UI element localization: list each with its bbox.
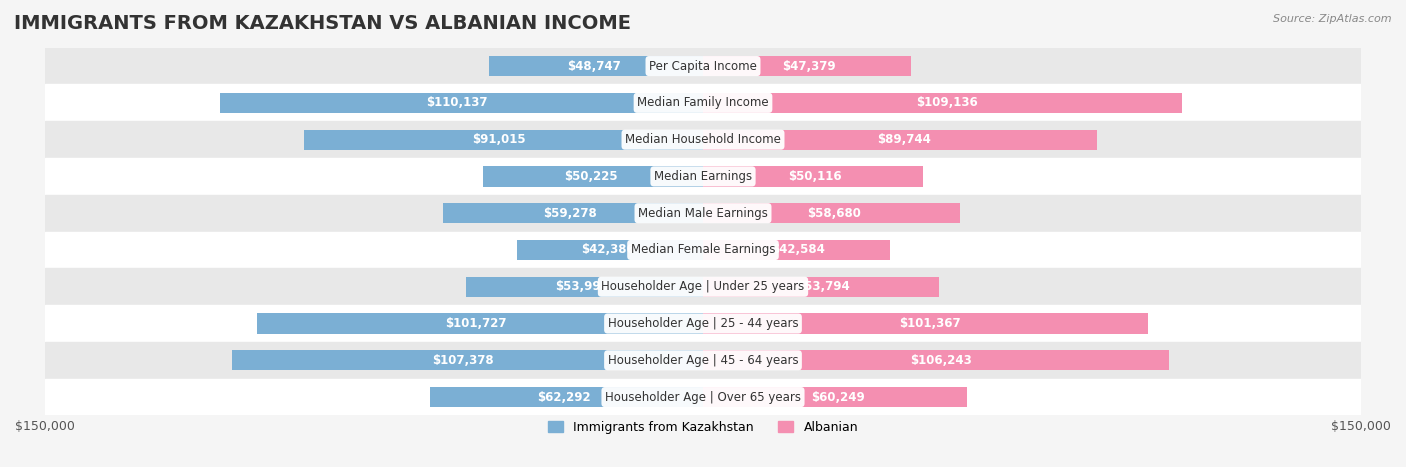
Text: $42,584: $42,584 xyxy=(772,243,825,256)
Bar xyxy=(703,313,1147,333)
Bar xyxy=(443,203,703,223)
Text: $101,367: $101,367 xyxy=(898,317,960,330)
Text: $53,990: $53,990 xyxy=(555,280,609,293)
Text: Householder Age | 45 - 64 years: Householder Age | 45 - 64 years xyxy=(607,354,799,367)
Text: $50,116: $50,116 xyxy=(789,170,842,183)
Bar xyxy=(703,276,939,297)
Bar xyxy=(45,85,1361,121)
Text: Median Female Earnings: Median Female Earnings xyxy=(631,243,775,256)
Bar xyxy=(703,203,960,223)
Text: $58,680: $58,680 xyxy=(807,207,862,219)
Text: Householder Age | 25 - 44 years: Householder Age | 25 - 44 years xyxy=(607,317,799,330)
Bar xyxy=(430,387,703,407)
Text: $107,378: $107,378 xyxy=(432,354,494,367)
Bar xyxy=(703,93,1182,113)
Bar xyxy=(45,121,1361,158)
Bar xyxy=(45,232,1361,269)
Text: $48,747: $48,747 xyxy=(567,60,621,72)
Text: Householder Age | Under 25 years: Householder Age | Under 25 years xyxy=(602,280,804,293)
Text: Householder Age | Over 65 years: Householder Age | Over 65 years xyxy=(605,390,801,403)
Bar xyxy=(45,305,1361,342)
Bar xyxy=(703,387,967,407)
Text: $50,225: $50,225 xyxy=(564,170,617,183)
Bar xyxy=(703,166,922,186)
Text: $101,727: $101,727 xyxy=(444,317,506,330)
Text: $89,744: $89,744 xyxy=(877,133,931,146)
Bar xyxy=(45,379,1361,416)
Text: Median Earnings: Median Earnings xyxy=(654,170,752,183)
Text: $47,379: $47,379 xyxy=(782,60,835,72)
Text: $91,015: $91,015 xyxy=(472,133,526,146)
Text: Median Household Income: Median Household Income xyxy=(626,133,780,146)
Text: Source: ZipAtlas.com: Source: ZipAtlas.com xyxy=(1274,14,1392,24)
Bar xyxy=(219,93,703,113)
Text: Median Family Income: Median Family Income xyxy=(637,96,769,109)
Bar xyxy=(304,129,703,150)
Bar xyxy=(467,276,703,297)
Text: Per Capita Income: Per Capita Income xyxy=(650,60,756,72)
Bar xyxy=(703,129,1097,150)
Legend: Immigrants from Kazakhstan, Albanian: Immigrants from Kazakhstan, Albanian xyxy=(543,416,863,439)
Bar xyxy=(45,342,1361,379)
Text: $106,243: $106,243 xyxy=(910,354,972,367)
Text: $110,137: $110,137 xyxy=(426,96,488,109)
Text: $53,794: $53,794 xyxy=(796,280,851,293)
Text: $62,292: $62,292 xyxy=(537,390,591,403)
Bar xyxy=(232,350,703,370)
Bar xyxy=(517,240,703,260)
Bar xyxy=(703,350,1170,370)
Bar xyxy=(482,166,703,186)
Text: $60,249: $60,249 xyxy=(811,390,865,403)
Bar xyxy=(45,158,1361,195)
Text: $42,386: $42,386 xyxy=(581,243,636,256)
Bar xyxy=(45,195,1361,232)
Bar xyxy=(45,269,1361,305)
Bar xyxy=(45,48,1361,85)
Bar xyxy=(257,313,703,333)
Text: Median Male Earnings: Median Male Earnings xyxy=(638,207,768,219)
Bar xyxy=(489,56,703,76)
Text: $109,136: $109,136 xyxy=(917,96,979,109)
Bar xyxy=(703,56,911,76)
Text: IMMIGRANTS FROM KAZAKHSTAN VS ALBANIAN INCOME: IMMIGRANTS FROM KAZAKHSTAN VS ALBANIAN I… xyxy=(14,14,631,33)
Bar xyxy=(703,240,890,260)
Text: $59,278: $59,278 xyxy=(544,207,598,219)
